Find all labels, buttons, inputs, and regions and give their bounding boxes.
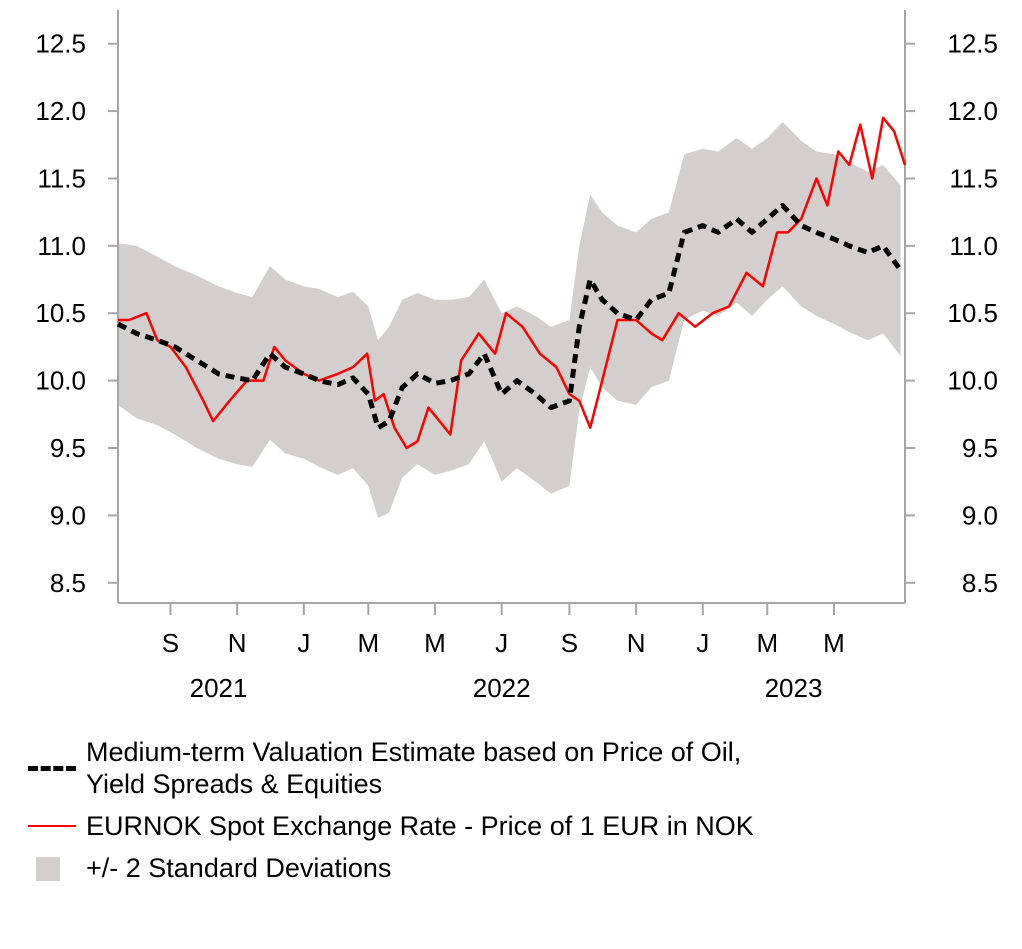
x-tick-label: J bbox=[297, 628, 310, 658]
y-tick-label-right: 9.5 bbox=[962, 433, 998, 463]
legend-label-band: +/- 2 Standard Deviations bbox=[86, 853, 392, 883]
axes-layer bbox=[108, 10, 915, 615]
x-tick-label: M bbox=[357, 628, 379, 658]
x-tick-label: S bbox=[561, 628, 578, 658]
y-tick-label-left: 12.5 bbox=[35, 29, 86, 59]
legend-swatch-red-line bbox=[28, 811, 76, 841]
legend-item-spot: EURNOK Spot Exchange Rate - Price of 1 E… bbox=[28, 810, 754, 842]
x-year-label: 2022 bbox=[473, 673, 531, 703]
y-tick-label-left: 8.5 bbox=[50, 568, 86, 598]
y-tick-label-right: 11.5 bbox=[949, 163, 998, 193]
legend: Medium-term Valuation Estimate based on … bbox=[28, 736, 754, 894]
y-tick-label-left: 12.0 bbox=[35, 96, 86, 126]
tick-labels-layer: 12.5 12.5 12.0 12.0 11.5 11.5 11.0 11.0 10.5 10.5… bbox=[35, 29, 998, 703]
x-year-label: 2021 bbox=[190, 673, 248, 703]
series-spot-line bbox=[118, 116, 907, 450]
legend-swatch-dashed-line bbox=[28, 753, 76, 783]
y-tick-label-right: 11.0 bbox=[949, 231, 998, 261]
y-tick-label-left: 11.0 bbox=[37, 231, 86, 261]
x-tick-label: M bbox=[424, 628, 446, 658]
y-tick-label-left: 10.5 bbox=[35, 298, 86, 328]
x-tick-label: J bbox=[696, 628, 709, 658]
eurnok-chart: 12.5 12.5 12.0 12.0 11.5 11.5 11.0 11.0 10.5 10.5… bbox=[35, 10, 998, 703]
y-tick-label-left: 9.0 bbox=[50, 500, 86, 530]
series-valuation-line bbox=[116, 202, 903, 431]
legend-item-band: +/- 2 Standard Deviations bbox=[28, 852, 754, 884]
x-tick-label: M bbox=[823, 628, 845, 658]
legend-item-valuation: Medium-term Valuation Estimate based on … bbox=[28, 736, 754, 800]
x-year-label: 2023 bbox=[765, 673, 823, 703]
y-tick-label-left: 9.5 bbox=[50, 433, 86, 463]
y-tick-label-right: 12.0 bbox=[947, 96, 998, 126]
y-tick-label-right: 12.5 bbox=[947, 29, 998, 59]
y-tick-label-right: 10.0 bbox=[947, 366, 998, 396]
std-dev-band bbox=[118, 121, 901, 519]
legend-label-valuation-line2: Yield Spreads & Equities bbox=[86, 769, 383, 799]
x-tick-label: N bbox=[627, 628, 646, 658]
y-tick-label-left: 10.0 bbox=[35, 366, 86, 396]
x-tick-label: M bbox=[756, 628, 778, 658]
y-tick-label-right: 9.0 bbox=[962, 500, 998, 530]
y-tick-label-left: 11.5 bbox=[37, 163, 86, 193]
y-tick-label-right: 8.5 bbox=[962, 568, 998, 598]
series-layer bbox=[116, 116, 907, 450]
y-tick-label-right: 10.5 bbox=[947, 298, 998, 328]
legend-label-valuation-line1: Medium-term Valuation Estimate based on … bbox=[86, 737, 742, 767]
legend-label-spot: EURNOK Spot Exchange Rate - Price of 1 E… bbox=[86, 811, 754, 841]
std-dev-band-layer bbox=[118, 121, 901, 519]
x-tick-label: S bbox=[162, 628, 179, 658]
x-tick-label: N bbox=[228, 628, 247, 658]
x-tick-label: J bbox=[495, 628, 508, 658]
legend-swatch-grey-box bbox=[28, 853, 76, 883]
